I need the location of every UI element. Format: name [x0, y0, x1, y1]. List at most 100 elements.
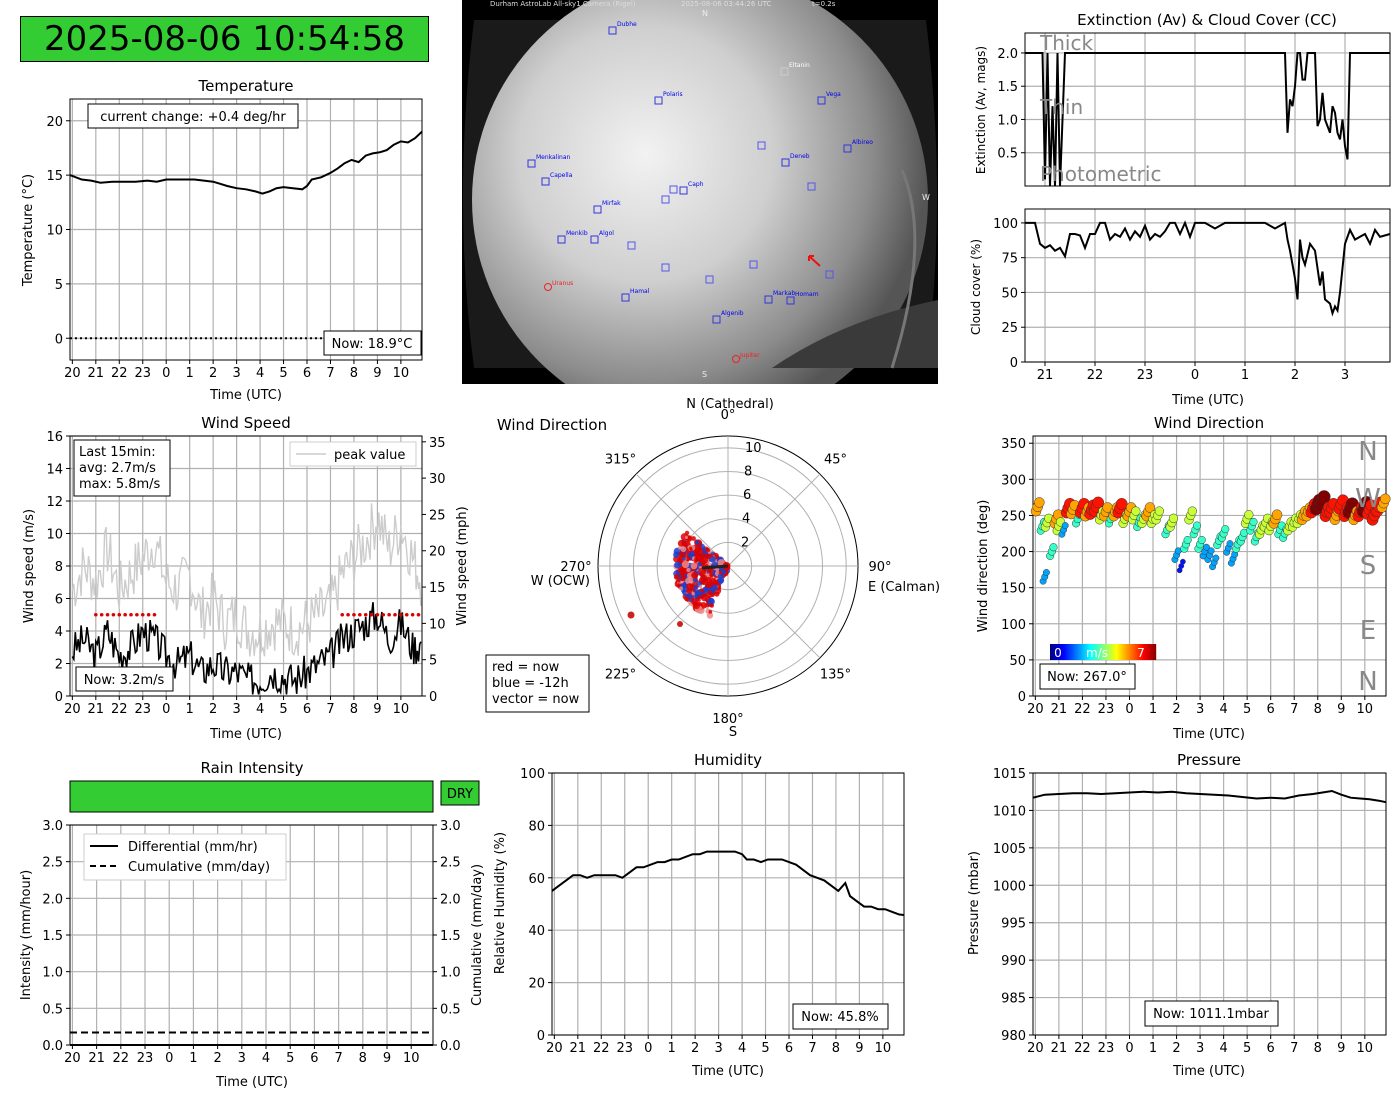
wind-speed-panel: Wind Speed Time (UTC) Wind speed (m/s) W…: [22, 414, 470, 742]
colorbar-segment: [1094, 644, 1096, 660]
wind-speed-xlabel: Time (UTC): [209, 727, 282, 742]
planet-marker: [732, 355, 740, 363]
colorbar-segment: [1111, 644, 1113, 660]
y-right-tick-label: 0: [429, 690, 437, 705]
x-tick-label: 2: [691, 1041, 699, 1056]
temperature-panel: Temperature Time (UTC) Temperature (°C) …: [21, 77, 423, 403]
gust-marker: [135, 612, 139, 617]
polar-point: [700, 588, 705, 593]
rain-panel: Rain Intensity DRY Time (UTC) Intensity …: [19, 759, 485, 1090]
star-label: Algenib: [721, 310, 744, 317]
polar-point: [691, 536, 696, 541]
colorbar-segment: [1138, 644, 1140, 660]
colorbar-segment: [1131, 644, 1133, 660]
pressure-now: Now: 1011.1mbar: [1153, 1007, 1269, 1022]
colorbar-segment: [1053, 644, 1055, 660]
polar-spoke: [727, 565, 821, 659]
y-tick-label: 16: [46, 430, 63, 445]
x-tick-label: 3: [1196, 1041, 1204, 1056]
x-tick-label: 1: [668, 1041, 676, 1056]
star-marker: [780, 67, 789, 76]
wind-dir-point: [1034, 497, 1045, 508]
polar-r-label: 6: [743, 488, 751, 503]
polar-point: [698, 567, 707, 576]
y-tick-label: 6: [55, 593, 63, 608]
polar-point: [717, 577, 725, 584]
colorbar-segment: [1066, 644, 1068, 660]
colorbar-segment: [1085, 644, 1087, 660]
x-tick-label: 2: [1172, 702, 1180, 717]
x-tick-label: 21: [88, 366, 105, 381]
gust-marker: [399, 612, 403, 617]
pressure-series-line: [1032, 789, 1387, 804]
extinction-title: Extinction (Av) & Cloud Cover (CC): [1077, 11, 1337, 29]
colorbar-segment: [1119, 644, 1121, 660]
polar-theta-label: 45°: [824, 453, 847, 468]
x-tick-label: 4: [738, 1041, 746, 1056]
mean-series-line: [71, 602, 422, 696]
wind-speed-title: Wind Speed: [201, 414, 291, 432]
gust-marker: [387, 612, 391, 617]
colorbar-segment: [1070, 644, 1072, 660]
colorbar-segment: [1086, 644, 1088, 660]
rain-status-bar: [69, 780, 434, 813]
polar-label-w: W (OCW): [531, 574, 590, 589]
legend-cumulative-label: Cumulative (mm/day): [128, 860, 270, 875]
x-tick-label: 8: [1314, 702, 1322, 717]
polar-point: [705, 547, 711, 553]
colorbar-segment: [1125, 644, 1127, 660]
star-marker: [807, 182, 816, 191]
x-tick-label: 10: [393, 702, 410, 717]
star-markers: Dubhe Eltanin Polaris Vega Albireo Deneb Menka…: [527, 21, 873, 363]
polar-point: [695, 550, 700, 556]
colorbar-segment: [1150, 644, 1152, 660]
y-tick-label: 25: [1001, 321, 1018, 336]
colorbar-segment: [1104, 644, 1106, 660]
polar-point: [677, 621, 683, 627]
x-tick-label: 7: [808, 1041, 816, 1056]
current-datetime: 2025-08-06 10:54:58: [20, 16, 429, 62]
gust-marker: [340, 612, 345, 617]
colorbar-segment: [1113, 644, 1115, 660]
compass-w: W: [1355, 484, 1381, 514]
temperature-title: Temperature: [197, 77, 293, 95]
colorbar-segment: [1065, 644, 1067, 660]
gust-marker: [152, 612, 157, 617]
temperature-now: Now: 18.9°C: [332, 337, 413, 352]
polar-label-s: S: [729, 725, 737, 740]
colorbar-segment: [1073, 644, 1075, 660]
star-marker: [627, 241, 636, 250]
gust-marker: [99, 612, 104, 617]
polar-point: [707, 598, 715, 606]
colorbar-segment: [1095, 644, 1097, 660]
polar-point: [690, 551, 694, 555]
x-tick-label: 4: [1219, 702, 1227, 717]
y-tick-label: 5: [55, 278, 63, 293]
polar-point: [698, 550, 704, 556]
gust-marker: [129, 612, 133, 617]
star-marker: [654, 96, 663, 105]
colorbar-segment: [1130, 644, 1132, 660]
y-tick-label: 350: [1001, 437, 1026, 452]
star-marker: [661, 263, 670, 272]
star-marker: [527, 159, 536, 168]
colorbar-segment: [1108, 644, 1110, 660]
x-tick-label: 10: [875, 1041, 892, 1056]
polar-theta-label: 90°: [868, 560, 891, 575]
polar-point: [705, 576, 713, 584]
temperature-series-line: [69, 130, 423, 195]
polar-point: [673, 573, 680, 580]
y-tick-label: 75: [1001, 252, 1018, 267]
polar-point: [697, 562, 702, 567]
star-marker: [679, 186, 688, 195]
y-tick-label: 1.0: [42, 966, 63, 981]
gust-marker: [363, 612, 368, 617]
polar-theta-label: 135°: [820, 667, 851, 682]
colorbar-segment: [1117, 644, 1119, 660]
polar-label-n: N (Cathedral): [686, 397, 774, 412]
extinction-series-line: [1025, 52, 1390, 187]
colorbar-segment: [1076, 644, 1078, 660]
polar-r-label: 4: [742, 512, 750, 527]
gust-marker: [352, 612, 356, 617]
pressure-ylabel: Pressure (mbar): [967, 851, 982, 955]
